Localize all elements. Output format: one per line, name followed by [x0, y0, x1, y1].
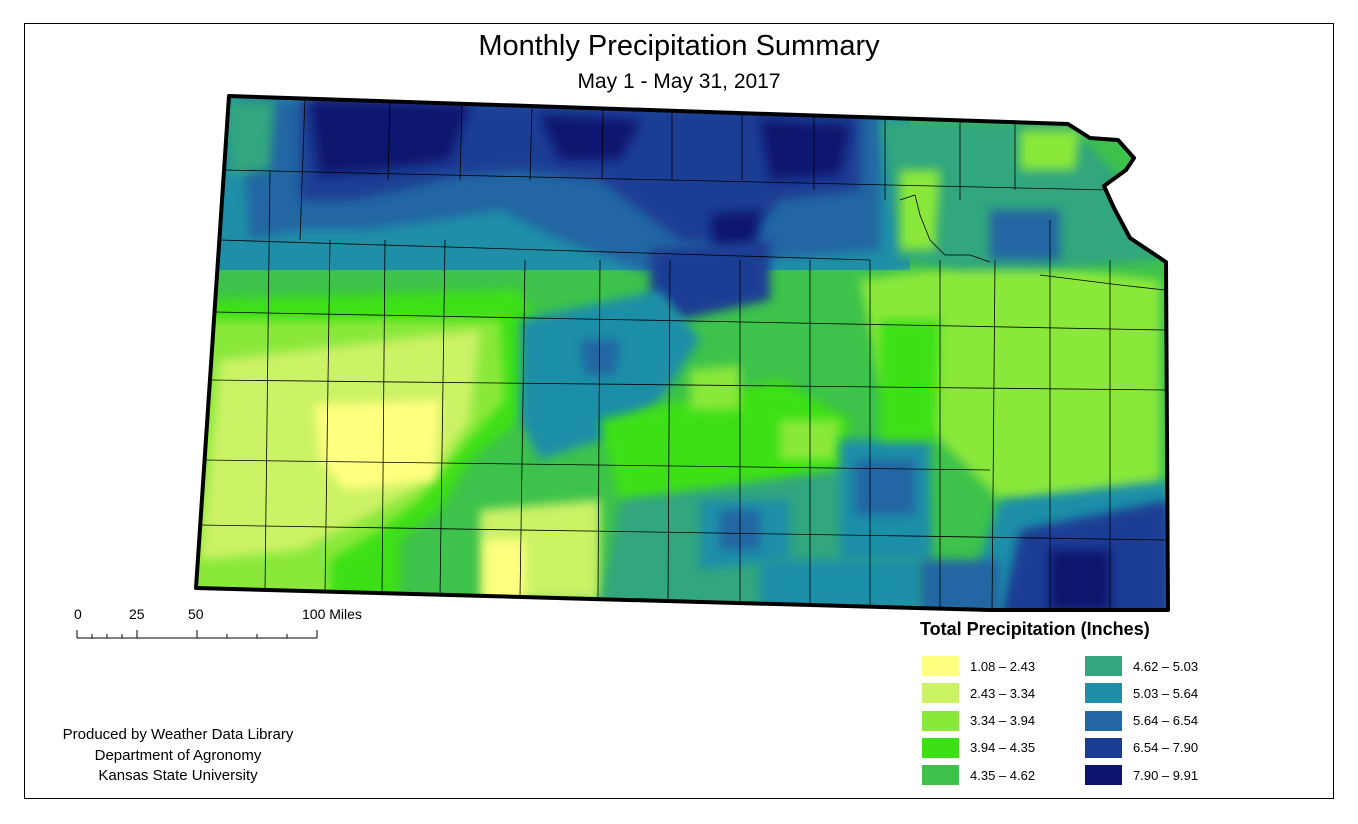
map-title: Monthly Precipitation Summary [478, 30, 880, 62]
map-subtitle: May 1 - May 31, 2017 [577, 70, 781, 93]
legend-swatch [922, 765, 959, 786]
legend-label: 6.54 – 7.90 [1133, 740, 1199, 756]
legend-label: 3.34 – 3.94 [970, 713, 1036, 729]
legend-item: 3.94 – 4.35 [922, 737, 1036, 758]
scale-tick-label: 0 [74, 606, 82, 622]
scale-tick-label: 50 [188, 606, 204, 622]
credits: Produced by Weather Data Library Departm… [28, 725, 328, 787]
legend-swatch [1085, 656, 1122, 676]
legend-item: 6.54 – 7.90 [1085, 737, 1199, 758]
legend-label: 3.94 – 4.35 [970, 740, 1036, 756]
legend-label: 4.62 – 5.03 [1133, 658, 1199, 674]
county-boundaries [199, 97, 1166, 610]
legend-item: 2.43 – 3.34 [922, 683, 1036, 704]
credit-line: Produced by Weather Data Library [62, 726, 294, 743]
legend-swatch [1085, 710, 1122, 731]
legend-swatch [922, 710, 959, 731]
scale-bar: 0 25 50 100 Miles [70, 606, 390, 646]
credit-line: Department of Agronomy [94, 746, 262, 764]
legend-swatch [922, 656, 959, 676]
legend-label: 7.90 – 9.91 [1133, 767, 1199, 783]
legend-title: Total Precipitation (Inches) [920, 619, 1150, 639]
precipitation-surface [196, 96, 1168, 610]
kansas-state-outline [194, 94, 1170, 612]
scale-bar-graphic [76, 630, 318, 639]
legend-label: 4.35 – 4.62 [970, 767, 1036, 783]
credit-line: Kansas State University [98, 767, 258, 784]
map-frame [24, 23, 1334, 799]
legend-item: 5.64 – 6.54 [1085, 710, 1199, 731]
legend-item: 1.08 – 2.43 [922, 656, 1035, 676]
legend-label: 1.08 – 2.43 [970, 658, 1036, 674]
legend-item: 3.34 – 3.94 [922, 710, 1036, 731]
legend-swatch [1085, 737, 1122, 758]
legend-label: 2.43 – 3.34 [970, 685, 1036, 701]
legend-item: 5.03 – 5.64 [1085, 683, 1199, 704]
legend-swatch [922, 737, 959, 758]
legend-label: 5.64 – 6.54 [1133, 713, 1199, 729]
legend-swatch [1085, 683, 1122, 704]
legend-label: 5.03 – 5.64 [1133, 685, 1199, 701]
scale-tick-label: 25 [129, 606, 145, 622]
legend-swatch [1085, 765, 1122, 786]
legend-item: 4.35 – 4.62 [922, 765, 1036, 786]
scale-tick-label: 100 Miles [302, 606, 362, 622]
legend-item: 7.90 – 9.91 [1085, 765, 1199, 786]
legend-item: 4.62 – 5.03 [1085, 656, 1198, 676]
legend-swatch [922, 683, 959, 704]
